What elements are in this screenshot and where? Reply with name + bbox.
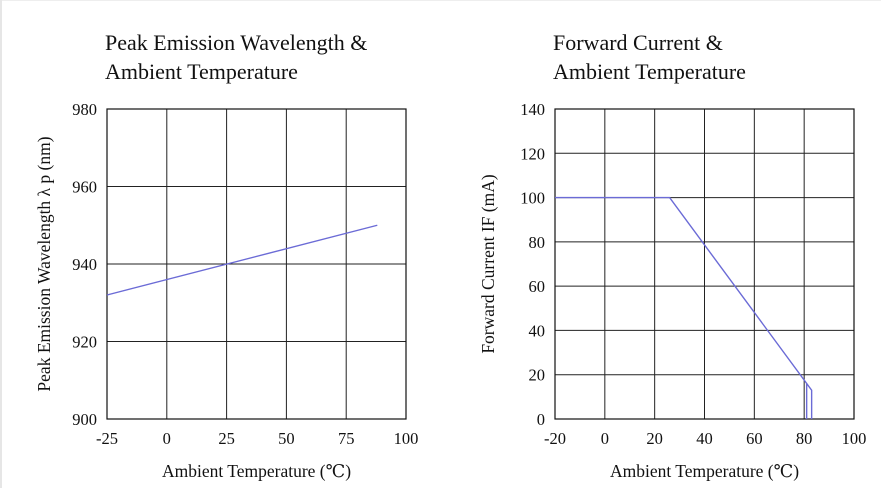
x-tick-label: 50 — [278, 429, 295, 448]
x-tick-label: 0 — [601, 429, 609, 448]
series-line — [106, 224, 378, 296]
x-tick-label: 75 — [338, 429, 355, 448]
x-tick-label: -25 — [96, 429, 118, 448]
y-axis-label: Peak Emission Wavelength λ p (nm) — [34, 136, 54, 391]
y-tick-label: 920 — [72, 333, 97, 352]
frame-top-border — [0, 0, 881, 1]
y-tick-label: 960 — [72, 178, 97, 197]
x-axis-label: Ambient Temperature (℃) — [610, 461, 799, 481]
x-tick-label: 40 — [696, 429, 713, 448]
y-tick-label: 40 — [529, 321, 546, 340]
x-tick-label: 0 — [163, 429, 171, 448]
chart-title-line: Ambient Temperature — [553, 59, 746, 84]
y-axis-label: Forward Current IF (mA) — [478, 174, 498, 354]
y-tick-label: 980 — [72, 100, 97, 119]
x-tick-label: 25 — [218, 429, 235, 448]
x-tick-label: 80 — [796, 429, 813, 448]
y-tick-label: 20 — [529, 366, 546, 385]
chart-title-wavelength: Peak Emission Wavelength & Ambient Tempe… — [105, 28, 367, 86]
x-axis-label: Ambient Temperature (℃) — [162, 461, 351, 481]
frame-left-border — [0, 0, 2, 488]
x-tick-label: 20 — [646, 429, 663, 448]
chart-title-line: Ambient Temperature — [105, 59, 298, 84]
chart-title-line: Peak Emission Wavelength & — [105, 30, 368, 55]
x-tick-label: 100 — [842, 429, 867, 448]
y-tick-label: 140 — [520, 100, 545, 119]
x-tick-label: 100 — [394, 429, 419, 448]
series-line — [555, 196, 813, 419]
x-tick-label: -20 — [544, 429, 566, 448]
y-tick-label: 80 — [529, 233, 546, 252]
x-tick-label: 60 — [746, 429, 763, 448]
y-tick-label: 940 — [72, 255, 97, 274]
y-tick-label: 100 — [520, 189, 545, 208]
plot-frame — [106, 108, 407, 420]
plot-frame — [554, 108, 855, 420]
y-tick-label: 900 — [72, 410, 97, 429]
y-tick-label: 120 — [520, 144, 545, 163]
chart-title-line: Forward Current & — [553, 30, 723, 55]
y-tick-label: 0 — [537, 410, 545, 429]
chart-title-current: Forward Current & Ambient Temperature — [553, 28, 746, 86]
y-tick-label: 60 — [529, 277, 546, 296]
